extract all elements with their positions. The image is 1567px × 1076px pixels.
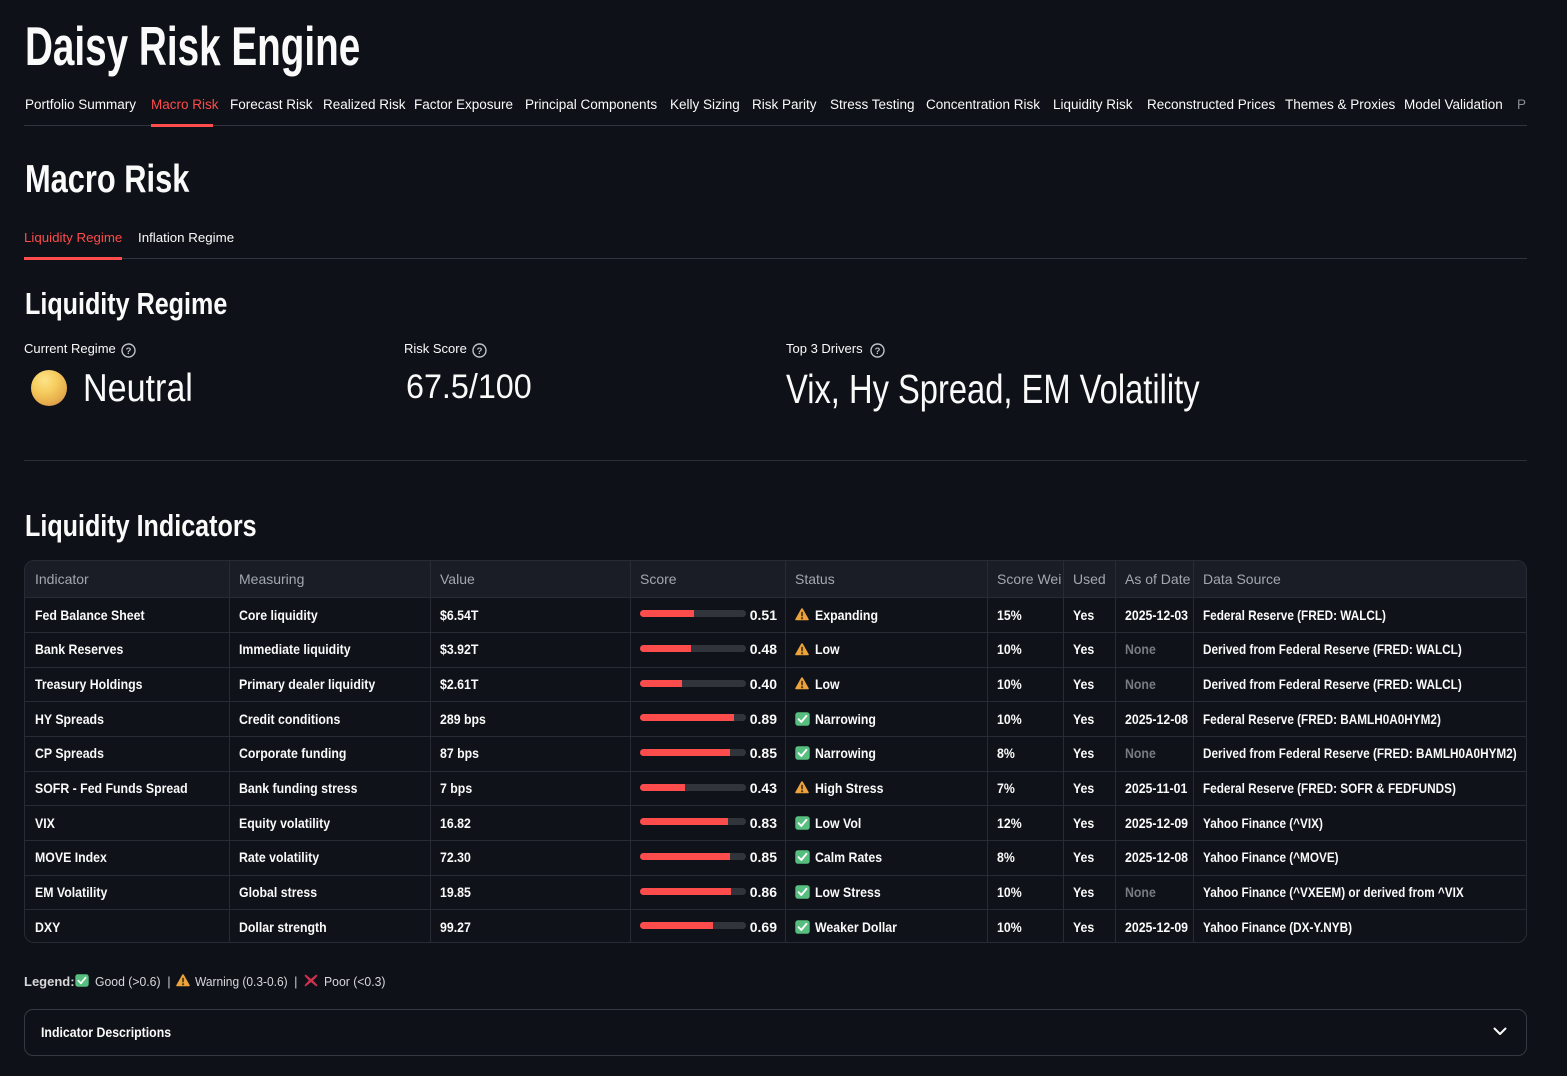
svg-text:?: ? (874, 346, 880, 357)
svg-text:?: ? (126, 346, 132, 357)
svg-text:?: ? (476, 346, 482, 357)
